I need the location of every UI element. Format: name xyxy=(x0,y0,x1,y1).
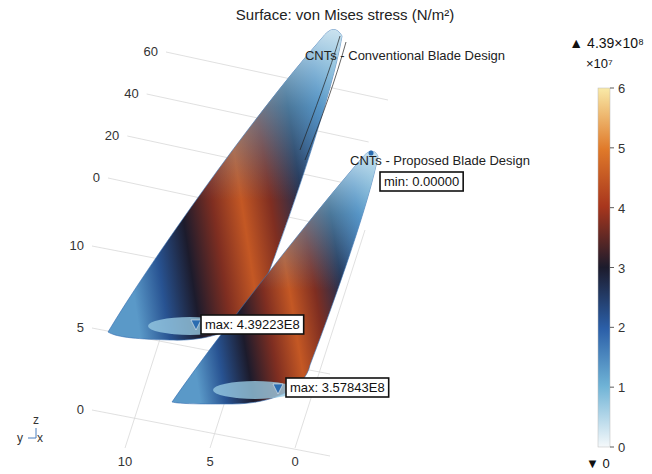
annotation-text: max: 4.39223E8 xyxy=(205,317,300,332)
colorbar-tick xyxy=(610,267,614,268)
tick-label: 60 xyxy=(144,44,158,59)
annotation-box xyxy=(286,378,389,397)
colorbar-multiplier: ×10⁷ xyxy=(586,56,613,71)
max-marker xyxy=(273,384,283,394)
triad-label: z xyxy=(33,413,39,427)
plot-area xyxy=(108,29,378,404)
colorbar-tick-label: 2 xyxy=(618,320,625,335)
axis-triad: zyx xyxy=(17,413,43,445)
colorbar-tick xyxy=(610,88,614,89)
tick-label: 5 xyxy=(206,454,213,469)
colorbar-tick xyxy=(610,147,614,148)
colorbar-tick-label: 6 xyxy=(618,81,625,96)
colorbar-tick-label: 1 xyxy=(618,380,625,395)
chart: Surface: von Mises stress (N/m²)02040600… xyxy=(0,0,652,474)
title: Surface: von Mises stress (N/m²) xyxy=(236,6,454,23)
blade-root xyxy=(213,381,297,399)
tick-label: 0 xyxy=(291,454,298,469)
annotation: max: 3.57843E8 xyxy=(286,378,389,397)
annotation-box xyxy=(201,315,304,334)
annotation: max: 4.39223E8 xyxy=(201,315,304,334)
blade-shading xyxy=(172,151,378,404)
colorbar-tick xyxy=(610,207,614,208)
colorbar-max: ▲ 4.39×10⁸ xyxy=(569,35,644,51)
colorbar-ramp xyxy=(598,88,610,447)
tick-label: 20 xyxy=(105,128,119,143)
triad-label: x xyxy=(37,431,43,445)
annotation: min: 0.00000 xyxy=(380,172,463,191)
annotation-text: min: 0.00000 xyxy=(384,174,459,189)
tick-label: 10 xyxy=(70,238,84,253)
colorbar-tick-label: 3 xyxy=(618,261,625,276)
triad-line xyxy=(28,438,36,439)
colorbar-min: ▼ 0 xyxy=(586,456,610,471)
tick-label: 40 xyxy=(124,86,138,101)
tick-label: 5 xyxy=(77,320,84,335)
grid-line xyxy=(92,410,330,456)
colorbar: 0 1 2 3 4 5 6 ▲ 4.39×10⁸ ×10⁷ ▼ 0 xyxy=(569,35,644,471)
series-label: CNTs - Conventional Blade Design xyxy=(305,48,505,63)
tick-label: 10 xyxy=(118,454,132,469)
tick-label: 0 xyxy=(77,402,84,417)
annotation-box xyxy=(380,172,463,191)
colorbar-tick-label: 0 xyxy=(618,440,625,455)
tick-label: 0 xyxy=(93,170,100,185)
colorbar-tick xyxy=(610,447,614,448)
annotation-text: max: 3.57843E8 xyxy=(290,380,385,395)
series-label: CNTs - Proposed Blade Design xyxy=(350,153,530,168)
blade xyxy=(172,151,378,404)
colorbar-tick xyxy=(610,387,614,388)
colorbar-tick-label: 5 xyxy=(618,141,625,156)
colorbar-tick xyxy=(610,327,614,328)
max-marker xyxy=(191,320,201,330)
triad-label: y xyxy=(17,431,23,445)
colorbar-tick-label: 4 xyxy=(618,201,625,216)
